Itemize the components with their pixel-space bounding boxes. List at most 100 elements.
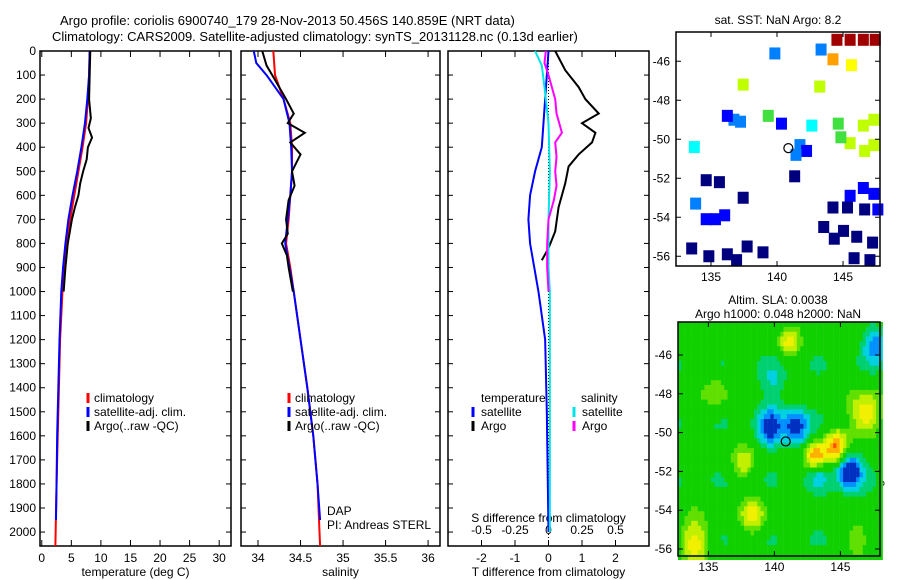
sla-cell [704,370,708,376]
sla-cell [856,341,860,347]
sla-cell [744,419,748,425]
sla-cell [839,380,844,386]
sla-cell [826,477,831,483]
sla-cell [681,462,685,468]
sla-cell [750,326,755,333]
sla-cell [819,385,824,391]
sla-cell [846,477,850,483]
sla-cell [859,394,864,400]
sla-cell [813,520,817,527]
sla-cell [760,370,765,376]
sla-cell [836,428,840,434]
sla-cell [859,355,864,362]
sla-cell [833,346,837,352]
sla-cell [876,549,880,556]
sla-cell [734,457,738,464]
sla-cell [701,486,705,493]
sla-cell [744,385,748,391]
sla-cell [866,443,870,449]
sla-cell [862,506,867,512]
sla-cell [836,535,840,541]
sla-cell [846,399,850,405]
sla-cell [777,385,781,391]
sla-cell [734,472,738,478]
sla-cell [770,477,774,483]
sla-cell [760,336,765,342]
sla-cell [796,525,801,531]
sla-cell [770,511,774,517]
sla-cell [803,472,807,478]
sla-cell [783,375,788,381]
sla-cell [770,341,774,347]
sla-cell [757,336,761,342]
sla-cell [836,346,840,352]
sla-cell [747,399,751,405]
sla-cell [701,545,705,551]
sla-cell [707,506,712,512]
sla-cell [816,482,821,488]
sla-cell [727,477,732,483]
sla-cell [843,423,847,430]
sla-cell [711,491,715,497]
sla-cell [810,360,814,367]
x-tick-label: 15 [124,551,138,565]
sla-cell [704,482,708,488]
sla-cell [737,530,741,536]
sla-cell [767,496,771,502]
sla-cell [823,419,827,425]
sla-cell [773,545,778,551]
sla-cell [829,448,834,454]
sla-cell [734,375,738,381]
sla-cell [760,511,765,517]
sla-cell [704,360,708,367]
sla-cell [869,375,873,381]
sla-cell [691,535,695,541]
sla-cell [810,477,814,483]
sla-cell [727,472,732,478]
sla-cell [711,433,715,439]
sla-cell [753,433,758,439]
sla-cell [796,399,801,405]
sla-cell [744,457,748,464]
sla-cell [876,336,880,342]
sla-cell [793,462,798,468]
sla-cell [862,520,867,527]
sla-cell [803,448,807,454]
sla-cell [704,496,708,502]
sla-cell [734,491,738,497]
sla-cell [691,540,695,546]
sla-cell [800,549,804,556]
sla-cell [770,399,774,405]
sla-cell [737,399,741,405]
sla-cell [707,540,712,546]
sst-cell [844,33,856,46]
sla-cell [813,525,817,531]
sla-cell [697,452,702,459]
sla-cell [849,331,854,337]
sla-cell [823,443,827,449]
sla-cell [846,535,850,541]
sla-cell [783,520,788,527]
credit-dap: DAP [327,504,352,518]
sla-cell [714,326,718,333]
sla-cell [714,331,718,337]
sla-map-frame [677,321,881,557]
sla-cell [813,346,817,352]
sla-cell [816,414,821,420]
sla-cell [833,438,837,444]
sla-cell [717,462,722,468]
lat-tick-label: -52 [653,171,671,185]
sla-cell [879,472,883,478]
sla-cell [810,482,814,488]
sla-cell [704,331,708,337]
sla-cell [770,389,774,396]
sla-cell [826,351,831,357]
sla-cell [829,423,834,430]
sla-cell [763,404,768,410]
sla-cell [829,351,834,357]
sla-cell [770,545,774,551]
series-t-satellite [527,50,550,533]
sla-cell [819,389,824,396]
sla-cell [876,423,880,430]
sla-cell [852,341,857,347]
